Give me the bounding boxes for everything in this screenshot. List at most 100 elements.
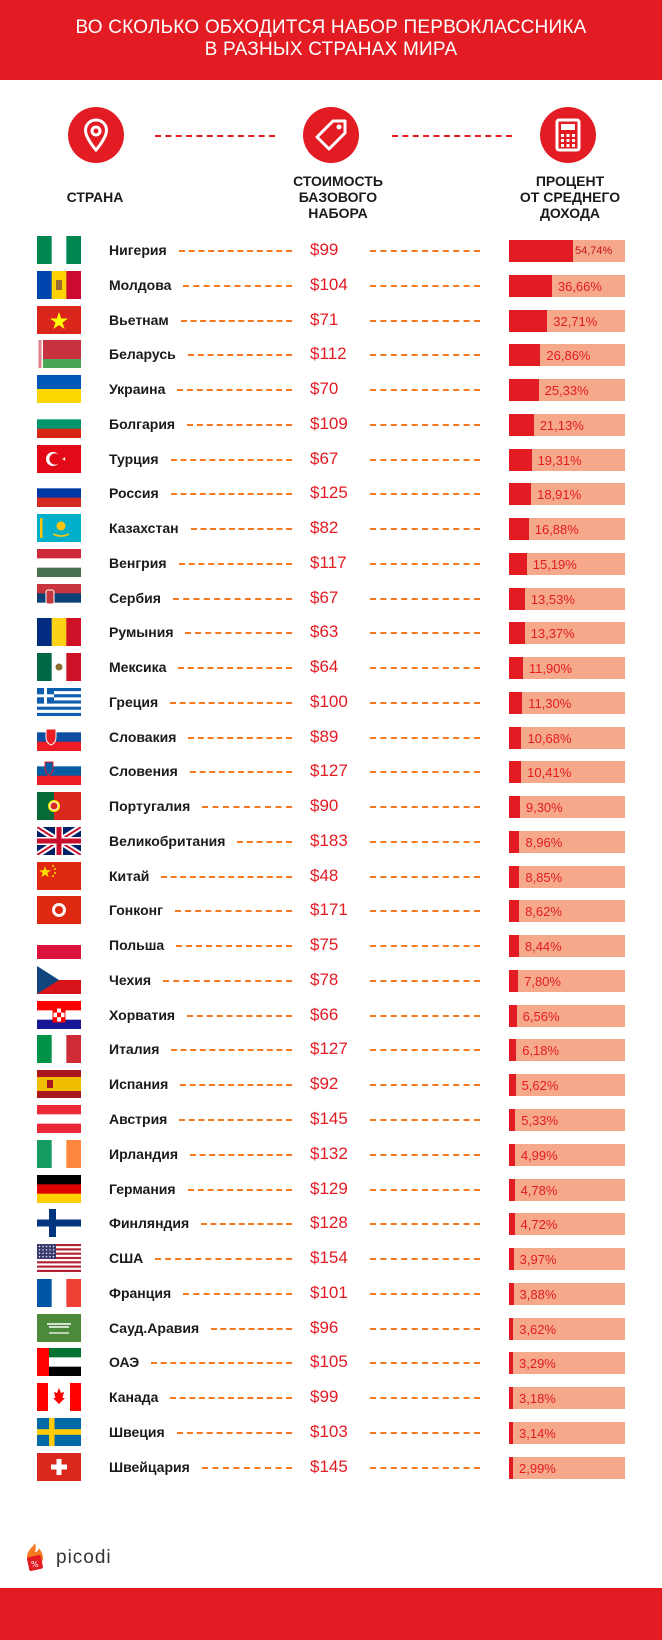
row-dash-left bbox=[177, 389, 292, 392]
country-name: Ирландия bbox=[109, 1145, 179, 1162]
percent-bar-fill bbox=[509, 1352, 513, 1375]
country-name: США bbox=[109, 1250, 144, 1267]
percent-bar: 8,96% bbox=[509, 830, 625, 853]
percent-label: 10,41% bbox=[527, 765, 572, 781]
percent-bar: 3,62% bbox=[509, 1317, 625, 1340]
country-name: Гонконг bbox=[109, 902, 163, 919]
flag-ukraine bbox=[37, 375, 81, 404]
percent-bar: 3,29% bbox=[509, 1352, 625, 1375]
row-dash-left bbox=[151, 1362, 292, 1365]
table-row: Финляндия $128 4,72% bbox=[0, 1209, 662, 1239]
price-value: $125 bbox=[310, 483, 348, 503]
table-row: Чехия $78 7,80% bbox=[0, 965, 662, 996]
percent-bar-fill bbox=[509, 969, 519, 992]
price-value: $117 bbox=[310, 552, 347, 572]
table-row: Испания $92 5,62% bbox=[0, 1070, 662, 1100]
flag-switzerland bbox=[37, 1452, 81, 1481]
row-dash-left bbox=[170, 493, 292, 496]
percent-bar-fill bbox=[509, 274, 552, 297]
flag-russia bbox=[37, 479, 81, 508]
percent-bar: 3,97% bbox=[509, 1248, 625, 1271]
percent-label: 4,72% bbox=[520, 1217, 558, 1233]
price-value: $64 bbox=[310, 657, 339, 677]
row-dash-right bbox=[370, 945, 480, 948]
row-dash-left bbox=[170, 458, 292, 461]
country-name: Украина bbox=[109, 381, 166, 398]
table-row: Китай $48 8,85% bbox=[0, 861, 662, 892]
price-value: $67 bbox=[310, 587, 339, 607]
price-value: $145 bbox=[310, 1109, 348, 1128]
flag-croatia bbox=[37, 1000, 81, 1029]
row-dash-left bbox=[183, 1292, 292, 1295]
row-dash-left bbox=[187, 1188, 292, 1191]
table-row: Португалия $90 9,30% bbox=[0, 792, 662, 822]
percent-bar: 9,30% bbox=[509, 796, 625, 819]
percent-bar: 13,53% bbox=[509, 587, 625, 610]
percent-label: 4,78% bbox=[520, 1182, 558, 1198]
percent-bar-fill bbox=[509, 518, 529, 541]
percent-bar: 18,91% bbox=[509, 483, 625, 506]
percent-bar-fill bbox=[509, 1421, 513, 1444]
row-dash-left bbox=[188, 736, 292, 739]
percent-bar-fill bbox=[509, 413, 534, 436]
percent-bar-fill bbox=[509, 344, 541, 367]
percent-label: 8,96% bbox=[525, 834, 563, 850]
location-pin-icon bbox=[68, 107, 124, 163]
price-value: $145 bbox=[310, 1456, 348, 1476]
column-header-country: СТРАНА bbox=[40, 189, 150, 205]
flag-uk bbox=[37, 826, 81, 855]
percent-bar: 13,37% bbox=[509, 622, 625, 645]
row-dash-left bbox=[171, 1049, 292, 1052]
row-dash-right bbox=[370, 493, 480, 496]
flag-poland bbox=[37, 931, 81, 960]
flag-canada bbox=[37, 1383, 81, 1412]
percent-bar: 15,19% bbox=[509, 552, 625, 575]
country-name: Финляндия bbox=[109, 1215, 190, 1232]
percent-label: 3,18% bbox=[519, 1391, 556, 1407]
flag-greece bbox=[37, 687, 81, 716]
row-dash-right bbox=[370, 528, 480, 531]
flag-moldova bbox=[37, 270, 81, 299]
row-dash-left bbox=[172, 597, 292, 600]
price-value: $128 bbox=[310, 1213, 348, 1233]
table-row: Швеция $103 3,14% bbox=[0, 1417, 662, 1448]
price-value: $132 bbox=[310, 1143, 348, 1163]
percent-label: 4,99% bbox=[520, 1147, 558, 1163]
percent-bar-fill bbox=[509, 691, 523, 714]
table-row: Венгрия $117 15,19% bbox=[0, 548, 662, 579]
percent-label: 54,74% bbox=[575, 245, 613, 257]
percent-bar-fill bbox=[509, 1004, 517, 1027]
flag-portugal bbox=[37, 792, 81, 821]
percent-label: 8,44% bbox=[524, 939, 562, 955]
table-row: Мексика $64 11,90% bbox=[0, 653, 662, 683]
flag-uae bbox=[37, 1348, 81, 1377]
percent-label: 6,18% bbox=[522, 1043, 560, 1059]
percent-label: 3,62% bbox=[519, 1321, 557, 1337]
percent-bar: 4,72% bbox=[509, 1213, 625, 1236]
row-dash-right bbox=[370, 1466, 480, 1469]
flag-spain bbox=[37, 1070, 81, 1099]
price-value: $92 bbox=[310, 1074, 339, 1094]
flag-serbia bbox=[37, 583, 81, 612]
row-dash-left bbox=[170, 1397, 292, 1400]
percent-bar-fill bbox=[509, 1317, 514, 1340]
percent-bar: 4,78% bbox=[509, 1178, 625, 1201]
row-dash-left bbox=[161, 875, 292, 878]
flag-germany bbox=[37, 1174, 81, 1203]
row-dash-right bbox=[370, 667, 480, 670]
row-dash-right bbox=[370, 1327, 480, 1330]
percent-label: 8,85% bbox=[525, 869, 563, 885]
percent-bar-fill bbox=[509, 1109, 516, 1131]
percent-label: 10,68% bbox=[527, 730, 572, 746]
column-header-percent-line-2: ОТ СРЕДНЕГО bbox=[519, 189, 621, 205]
percent-bar: 6,56% bbox=[509, 1004, 625, 1027]
flag-kazakhstan bbox=[37, 514, 81, 543]
percent-bar: 5,33% bbox=[509, 1109, 625, 1131]
price-tag-icon bbox=[303, 107, 359, 163]
percent-bar: 32,71% bbox=[509, 309, 625, 332]
percent-label: 18,91% bbox=[537, 487, 582, 503]
percent-label: 2,99% bbox=[519, 1460, 556, 1476]
table-row: Болгария $109 21,13% bbox=[0, 409, 662, 440]
column-header-cost-line-3: НАБОРА bbox=[308, 205, 368, 221]
table-row: Греция $100 11,30% bbox=[0, 687, 662, 718]
